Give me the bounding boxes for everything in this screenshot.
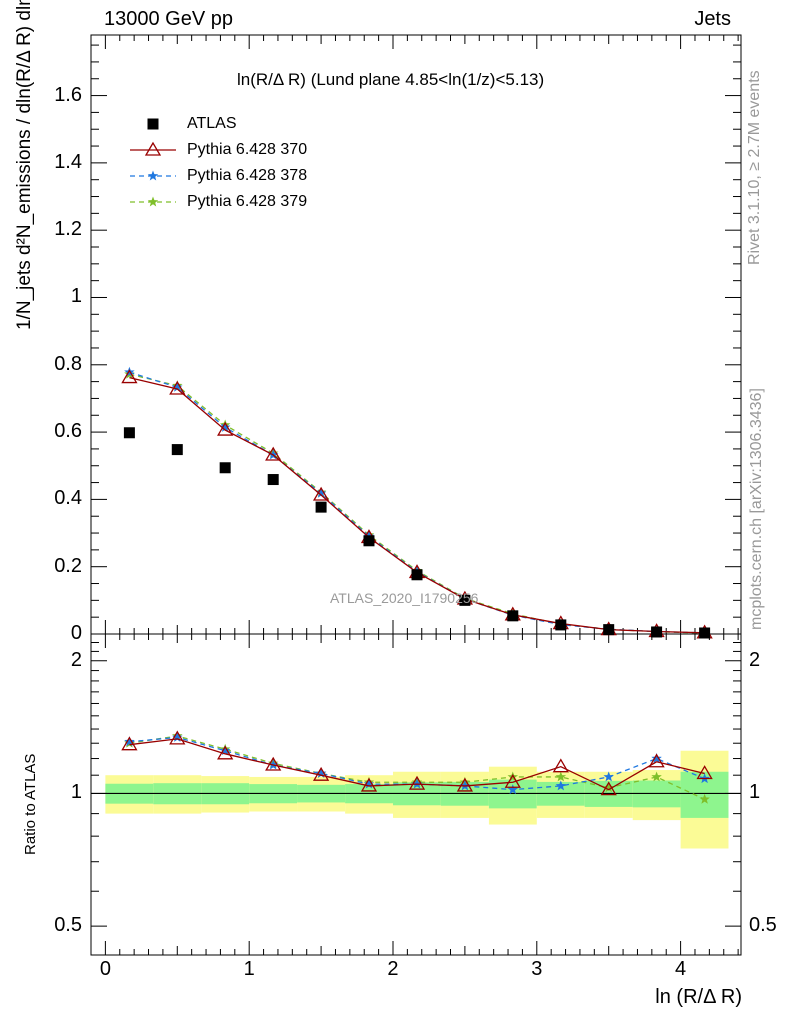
data-point [172,381,183,392]
data-point [360,777,378,792]
legend-markers [130,118,176,207]
watermark: ATLAS_2020_I1790256 [330,590,479,606]
legend-label: ATLAS [187,115,237,132]
data-point [411,569,423,581]
data-point [121,369,138,384]
data-point [603,624,615,636]
data-point [408,775,426,790]
rivet-label: Rivet 3.1.10, ≥ 2.7M events [746,70,763,265]
x-tick-label: 0 [99,958,111,980]
data-point [219,462,231,474]
data-point [603,771,614,782]
axis-ticks [91,35,741,955]
y-tick-label: 0.6 [54,420,82,443]
data-point [315,501,327,513]
ratio-y-tick-label: 2 [70,648,82,671]
data-point [121,736,138,751]
data-point [555,619,567,631]
data-point [603,782,614,793]
ratio-panel-series [121,730,713,804]
ratio-y-tick-label: 0.5 [54,914,82,937]
ratio-y-tick-label-right: 1 [749,781,761,804]
y-tick-label: 1.2 [54,218,82,241]
ratio-y-tick-label: 1 [70,781,82,804]
y-tick-label: 0 [70,622,82,644]
ratio-panel-bands [91,750,741,849]
x-tick-label: 4 [675,958,687,980]
data-point [265,446,282,461]
ratio-y-axis-label: Ratio to ATLAS [22,753,39,855]
y-tick-label: 1.6 [54,83,82,106]
data-point [217,421,234,436]
legend-entry-379: Pythia 6.428 379 [127,191,307,213]
data-point [363,535,375,547]
series-line [129,738,705,791]
x-tick-label: 2 [387,958,399,980]
main-panel-series [121,366,713,639]
data-point [219,421,231,432]
data-point [699,793,710,804]
legend-entry-atlas: ATLAS [127,113,237,135]
data-point [648,753,665,768]
data-point [696,765,713,780]
legend-entry-378: Pythia 6.428 378 [127,165,307,187]
data-point [171,444,183,456]
data-point [123,427,135,439]
data-point [315,487,327,498]
data-point [699,627,711,639]
data-point [459,594,471,606]
data-point [312,486,330,501]
legend-label: Pythia 6.428 378 [187,167,308,184]
data-point [219,745,231,756]
data-point [217,745,234,760]
y-tick-label: 1 [70,285,82,308]
legend-marker [147,118,159,130]
data-point [507,784,519,795]
header-right: Jets [694,8,731,30]
data-point [315,767,327,778]
data-point [267,474,279,486]
data-point [456,777,474,792]
data-point [555,780,567,791]
legend-label: Pythia 6.428 370 [187,141,308,158]
data-point [312,766,330,781]
y-tick-label: 1.4 [54,150,82,173]
data-point [169,380,186,395]
x-tick-label: 1 [243,958,255,980]
mcplots-label: mcplots.cern.ch [arXiv:1306.3436] [748,388,765,630]
data-point [265,756,282,771]
y-tick-label: 0.8 [54,352,82,375]
data-point [555,771,567,782]
ratio-y-tick-label-right: 0.5 [749,914,777,937]
x-axis-label: ln (R/Δ R) [655,986,742,1008]
data-point [552,758,569,773]
data-point [504,773,521,788]
legend-label: Pythia 6.428 379 [187,193,308,210]
data-point [600,781,617,796]
header-left: 13000 GeV pp [104,8,233,30]
data-point [507,610,519,622]
data-point [651,626,663,638]
legend-entry-370: Pythia 6.428 370 [127,139,307,161]
data-point [172,731,183,742]
ratio-y-tick-label-right: 2 [749,648,761,671]
y-tick-label: 0.4 [54,487,82,510]
main-y-axis-label: 1/N_jets d²N_emissions / dln(R/Δ R) dln(… [14,0,35,330]
y-tick-label: 0.2 [54,554,82,577]
main-title: ln(R/Δ R) (Lund plane 4.85<ln(1/z)<5.13) [237,70,545,89]
legend-marker [147,170,159,181]
data-point [363,778,375,789]
data-point [651,771,662,782]
x-tick-label: 3 [531,958,543,980]
ratio-frame [90,633,742,956]
data-point [651,753,662,763]
panel-frames [90,34,742,956]
legend-marker [144,141,162,156]
legend-marker [147,196,159,207]
data-point [169,730,186,745]
data-point [124,736,135,747]
